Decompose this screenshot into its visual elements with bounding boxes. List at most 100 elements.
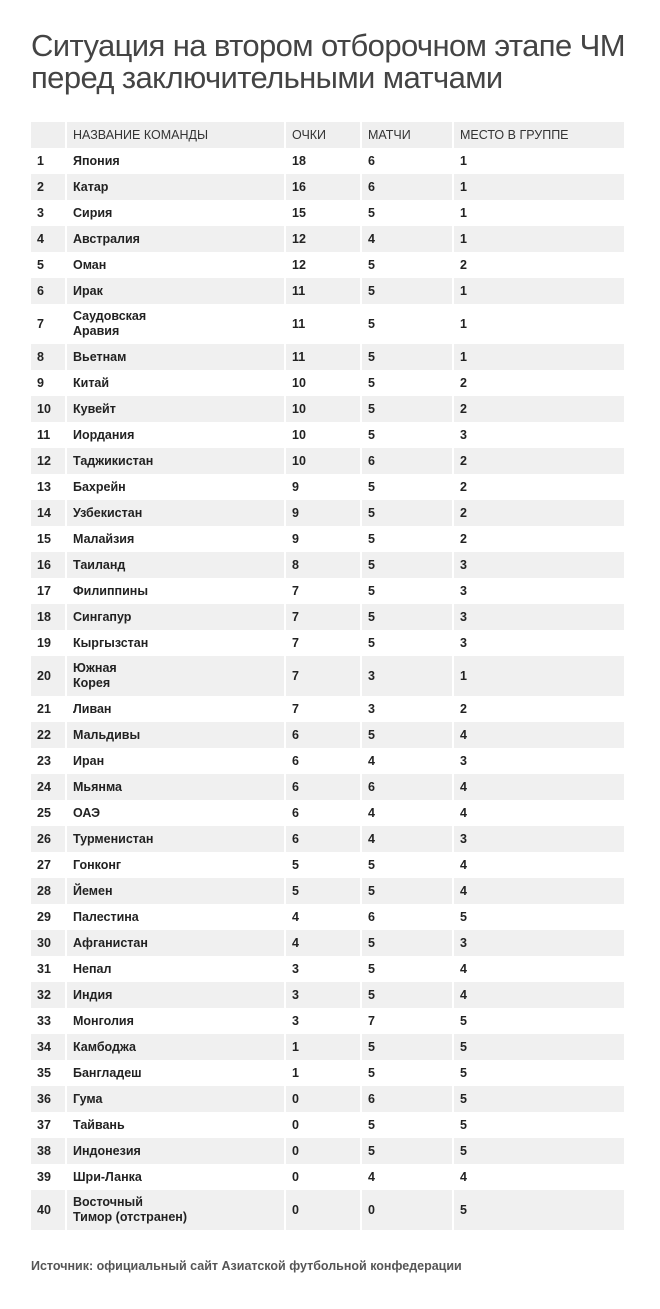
source-note: Источник: официальный сайт Азиатской фут…: [31, 1259, 462, 1273]
cell-group-place: 3: [460, 753, 467, 768]
cell-team: Индонезия: [67, 1138, 284, 1164]
cell-number: 24: [31, 774, 65, 800]
cell-group-place: 4: [454, 878, 624, 904]
cell-points: 18: [292, 153, 306, 168]
cell-matches: 5: [368, 635, 375, 650]
cell-team: Бахрейн: [73, 479, 126, 494]
cell-team: Австралия: [67, 226, 284, 252]
cell-matches: 5: [368, 583, 375, 598]
cell-number: 15: [37, 531, 51, 546]
cell-group-place: 5: [454, 1138, 624, 1164]
table-row: 32 Индия 3 5 4: [31, 982, 624, 1008]
cell-matches: 0: [362, 1190, 452, 1230]
cell-points: 12: [292, 257, 306, 272]
cell-team: Ливан: [73, 701, 112, 716]
header-points: ОЧКИ: [286, 122, 360, 148]
cell-group-place: 2: [454, 396, 624, 422]
table-row: 26 Турменистан 6 4 3: [31, 826, 624, 852]
cell-team: ОАЭ: [73, 805, 101, 820]
table-row: 13 Бахрейн 9 5 2: [31, 474, 624, 500]
cell-group-place: 4: [460, 1169, 467, 1184]
table-row: 12 Таджикистан 10 6 2: [31, 448, 624, 474]
cell-number: 38: [31, 1138, 65, 1164]
standings-table: НАЗВАНИЕ КОМАНДЫ ОЧКИ МАТЧИ МЕСТО В ГРУП…: [29, 122, 626, 1230]
cell-matches: 6: [362, 448, 452, 474]
cell-number: 31: [37, 961, 51, 976]
cell-team: Сирия: [73, 205, 113, 220]
cell-group-place: 2: [460, 257, 467, 272]
cell-team: Южная Корея: [67, 656, 284, 696]
cell-matches: 3: [362, 656, 452, 696]
table-row: 6 Ирак 11 5 1: [31, 278, 624, 304]
cell-team: Филиппины: [73, 583, 148, 598]
cell-team: Палестина: [73, 909, 139, 924]
cell-team: Таиланд: [67, 552, 284, 578]
header-group-place: МЕСТО В ГРУППЕ: [454, 122, 624, 148]
table-row: 36 Гума 0 6 5: [31, 1086, 624, 1112]
cell-number: 12: [31, 448, 65, 474]
cell-matches: 5: [362, 982, 452, 1008]
cell-team: Бангладеш: [73, 1065, 142, 1080]
cell-points: 12: [286, 226, 360, 252]
cell-points: 6: [292, 753, 299, 768]
cell-matches: 6: [368, 153, 375, 168]
cell-points: 10: [292, 375, 306, 390]
cell-number: 25: [37, 805, 51, 820]
cell-matches: 5: [368, 857, 375, 872]
cell-team: Мальдивы: [67, 722, 284, 748]
table-row: 1 Япония 18 6 1: [31, 148, 624, 174]
table-row: 2 Катар 16 6 1: [31, 174, 624, 200]
cell-group-place: 1: [454, 226, 624, 252]
cell-points: 0: [286, 1086, 360, 1112]
cell-number: 11: [37, 427, 51, 442]
cell-points: 0: [286, 1138, 360, 1164]
cell-team: Китай: [73, 375, 110, 390]
cell-points: 6: [292, 805, 299, 820]
cell-matches: 5: [368, 316, 375, 331]
table-row: 23 Иран 6 4 3: [31, 748, 624, 774]
table-row: 39 Шри-Ланка 0 4 4: [31, 1164, 624, 1190]
cell-matches: 5: [362, 930, 452, 956]
cell-matches: 4: [368, 753, 375, 768]
cell-group-place: 5: [460, 1065, 467, 1080]
cell-points: 5: [286, 878, 360, 904]
cell-group-place: 2: [454, 448, 624, 474]
table-row: 38 Индонезия 0 5 5: [31, 1138, 624, 1164]
cell-number: 2: [31, 174, 65, 200]
cell-matches: 5: [362, 604, 452, 630]
cell-number: 21: [37, 701, 51, 716]
cell-team: Монголия: [73, 1013, 134, 1028]
cell-points: 9: [292, 479, 299, 494]
cell-matches: 5: [362, 552, 452, 578]
cell-team: Оман: [73, 257, 107, 272]
cell-matches: 4: [362, 226, 452, 252]
cell-matches: 7: [368, 1013, 375, 1028]
cell-group-place: 1: [460, 205, 467, 220]
cell-points: 16: [286, 174, 360, 200]
cell-number: 19: [37, 635, 51, 650]
cell-matches: 5: [368, 1065, 375, 1080]
header-team: НАЗВАНИЕ КОМАНДЫ: [67, 122, 284, 148]
cell-number: 3: [37, 205, 44, 220]
cell-points: 6: [286, 774, 360, 800]
cell-points: 0: [292, 1117, 299, 1132]
table-row: 9 Китай 10 5 2: [31, 370, 624, 396]
cell-points: 3: [292, 1013, 299, 1028]
cell-team: Турменистан: [67, 826, 284, 852]
cell-team: Ирак: [67, 278, 284, 304]
table-row: 8 Вьетнам 11 5 1: [31, 344, 624, 370]
cell-number: 26: [31, 826, 65, 852]
cell-group-place: 2: [454, 500, 624, 526]
cell-points: 7: [292, 635, 299, 650]
cell-matches: 3: [368, 701, 375, 716]
cell-number: 10: [31, 396, 65, 422]
cell-team: Вьетнам: [67, 344, 284, 370]
cell-points: 8: [286, 552, 360, 578]
cell-matches: 5: [368, 375, 375, 390]
table-row: 35 Бангладеш 1 5 5: [31, 1060, 624, 1086]
cell-number: 17: [37, 583, 51, 598]
cell-points: 3: [286, 982, 360, 1008]
table-row: 21 Ливан 7 3 2: [31, 696, 624, 722]
table-row: 17 Филиппины 7 5 3: [31, 578, 624, 604]
cell-team: Кыргызстан: [73, 635, 149, 650]
